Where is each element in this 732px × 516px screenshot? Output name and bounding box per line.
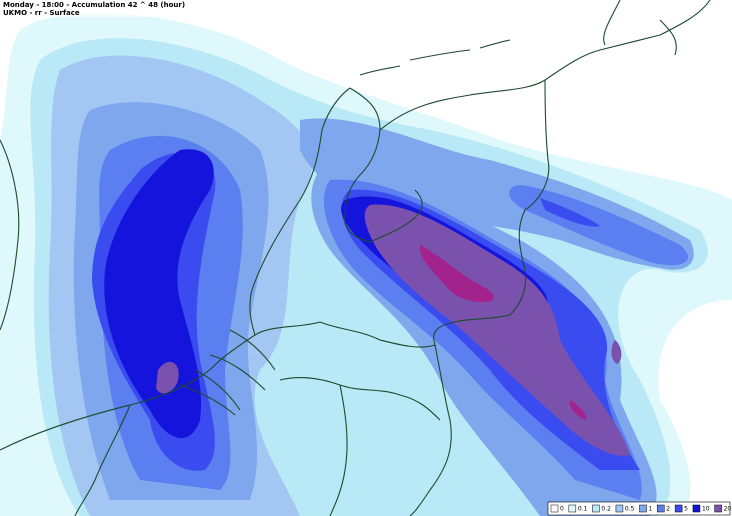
header-backdrop [0,0,150,17]
legend-swatch [615,504,624,513]
legend-label: 5 [684,506,688,513]
legend-swatch [550,504,559,513]
precipitation-field [0,13,732,516]
header-title: Monday - 18:00 - Accumulation 42 ^ 48 (h… [3,1,185,9]
legend-swatch [674,504,683,513]
legend-swatch [592,504,600,513]
legend-label: 0.5 [625,506,635,513]
legend-swatch [657,504,665,513]
coastlines [0,0,711,516]
legend-label: 0 [560,506,564,513]
legend-label: 10 [702,506,710,513]
legend-swatch [639,504,647,513]
legend-swatch [692,504,701,513]
legend-label: 20 [724,506,732,513]
legend-label: 0.1 [578,506,588,513]
legend-swatch [568,504,577,513]
legend: 00.10.20.5125102050100 [547,501,732,516]
legend-swatch [714,504,722,513]
legend-label: 1 [648,506,652,513]
header-subtitle: UKMO - rr - Surface [3,9,80,17]
legend-label: 0.2 [601,506,611,513]
legend-label: 2 [666,506,670,513]
